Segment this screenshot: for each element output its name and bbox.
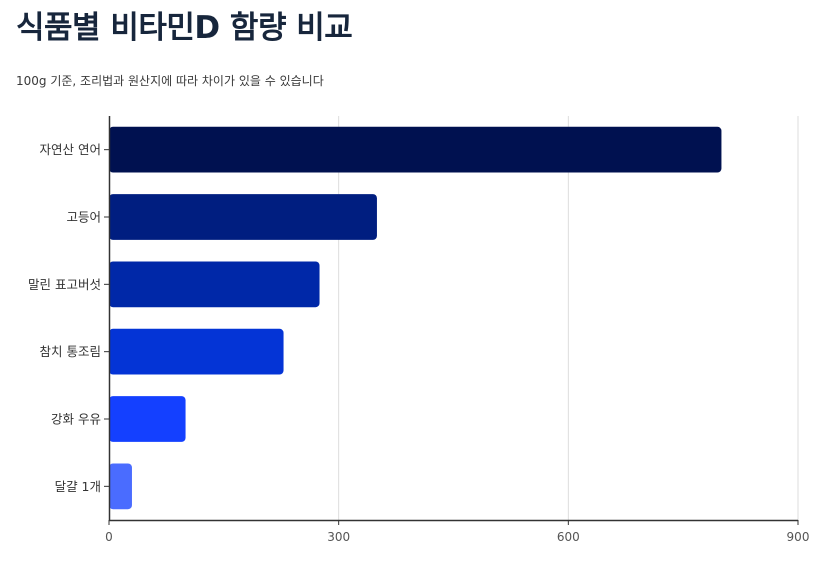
bar (109, 261, 320, 308)
x-tick-labels: 0 300 600 900 (105, 530, 809, 544)
bar (109, 126, 722, 173)
category-label: 참치 통조림 (40, 344, 101, 359)
category-label: 자연산 연어 (40, 142, 101, 157)
category-label: 고등어 (66, 210, 101, 225)
x-tick-label: 300 (327, 530, 350, 544)
bar (109, 396, 186, 442)
chart-subtitle: 100g 기준, 조리법과 원산지에 따라 차이가 있을 수 있습니다 (16, 74, 324, 88)
x-tick-label: 900 (787, 530, 810, 544)
gridlines (338, 116, 799, 520)
chart-title: 식품별 비타민D 함량 비교 (16, 10, 353, 46)
bar (109, 328, 284, 375)
bar (109, 463, 132, 510)
bars (109, 126, 722, 510)
x-tick-label: 600 (557, 530, 580, 544)
x-tick-label: 0 (105, 530, 113, 544)
category-label: 말린 표고버섯 (28, 277, 101, 292)
bar (109, 194, 377, 240)
category-label: 강화 우유 (51, 412, 101, 427)
category-label: 달걀 1개 (55, 479, 101, 494)
axes (104, 116, 799, 525)
